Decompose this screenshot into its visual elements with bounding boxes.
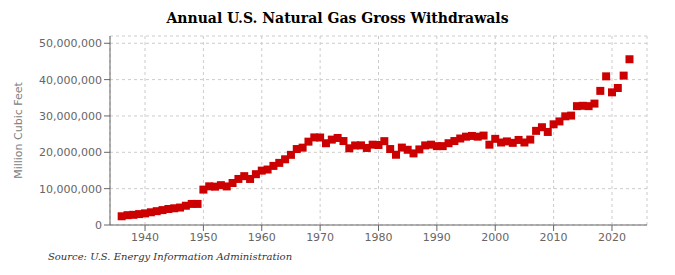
- svg-text:50,000,000: 50,000,000: [39, 37, 102, 50]
- svg-text:2010: 2010: [540, 231, 568, 244]
- svg-text:1960: 1960: [248, 231, 276, 244]
- svg-text:2000: 2000: [481, 231, 509, 244]
- html-text:Annual U.S. Natural Gas Gross: Annual U.S. Natural Gas Gross Withdrawal…: [166, 10, 509, 26]
- svg-text:1940: 1940: [131, 231, 159, 244]
- svg-text:1990: 1990: [423, 231, 451, 244]
- svg-text:20,000,000: 20,000,000: [39, 146, 102, 159]
- html-text:Source: U.S. Energy Informatio: Source: U.S. Energy Information Administ…: [48, 251, 293, 262]
- svg-text:10,000,000: 10,000,000: [39, 183, 102, 196]
- svg-text:Million Cubic Feet: Million Cubic Feet: [12, 81, 25, 178]
- svg-text:1970: 1970: [306, 231, 334, 244]
- svg-text:40,000,000: 40,000,000: [39, 74, 102, 87]
- svg-text:30,000,000: 30,000,000: [39, 110, 102, 123]
- svg-text:0: 0: [95, 219, 102, 232]
- svg-text:1950: 1950: [189, 231, 217, 244]
- svg-text:1980: 1980: [365, 231, 393, 244]
- svg-text:2020: 2020: [598, 231, 626, 244]
